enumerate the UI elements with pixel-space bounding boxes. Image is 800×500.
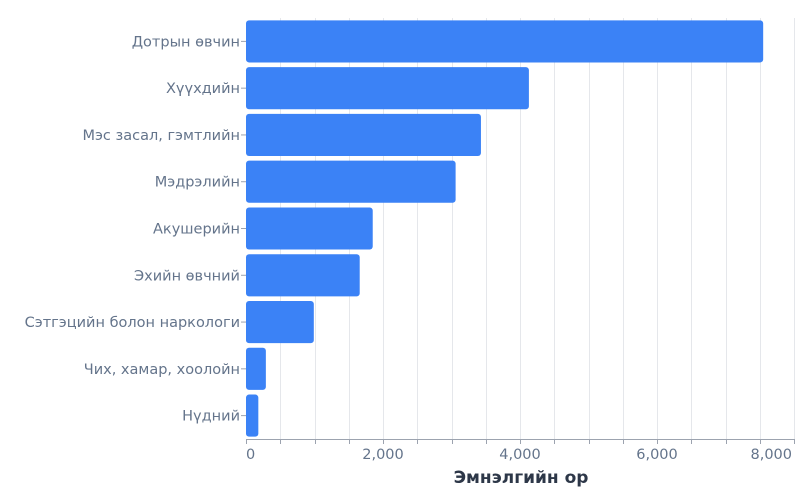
bar[interactable] (246, 160, 456, 203)
bar[interactable] (246, 394, 259, 437)
bar[interactable] (246, 347, 266, 390)
bar[interactable] (246, 207, 373, 250)
bar[interactable] (246, 20, 764, 63)
bar[interactable] (246, 254, 360, 297)
bar[interactable] (246, 301, 314, 344)
category-labels: Дотрын өвчин Хүүхдийн Мэс засал, гэмтлийн М… (25, 34, 246, 425)
category-label: Акушерийн (153, 222, 240, 238)
x-tick-label: 0 (246, 447, 255, 463)
category-label: Нүдний (182, 409, 240, 425)
category-label: Мэдрэлийн (155, 175, 240, 191)
x-tick-label: 2,000 (362, 447, 404, 463)
x-tick-label: 8,000 (750, 447, 792, 463)
category-label: Дотрын өвчин (132, 34, 240, 50)
x-axis: 0 2,000 4,000 6,000 8,000 (246, 439, 795, 463)
category-label: Хүүхдийн (166, 81, 240, 97)
x-tick-label: 6,000 (636, 447, 678, 463)
category-label: Чих, хамар, хоолойн (84, 362, 240, 378)
x-tick-label: 4,000 (499, 447, 541, 463)
bars (246, 20, 764, 437)
category-label: Сэтгэцийн болон наркологи (25, 315, 240, 331)
category-label: Эхийн өвчний (134, 268, 240, 284)
x-axis-title: Эмнэлгийн ор (454, 468, 589, 488)
bar[interactable] (246, 67, 529, 110)
category-label: Мэс засал, гэмтлийн (82, 128, 240, 144)
bar[interactable] (246, 113, 481, 156)
